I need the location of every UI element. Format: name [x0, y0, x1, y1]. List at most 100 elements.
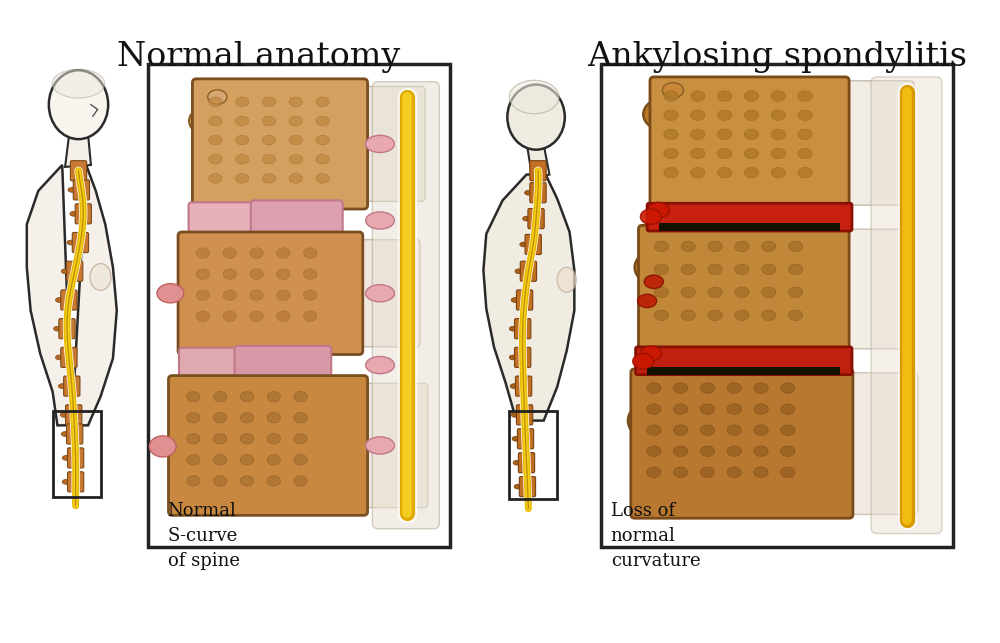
Ellipse shape	[49, 70, 108, 139]
FancyBboxPatch shape	[235, 346, 331, 385]
Ellipse shape	[250, 248, 263, 258]
Ellipse shape	[727, 467, 741, 478]
Ellipse shape	[781, 383, 795, 394]
Ellipse shape	[762, 310, 776, 321]
FancyBboxPatch shape	[515, 347, 531, 367]
Ellipse shape	[262, 135, 276, 145]
FancyBboxPatch shape	[67, 448, 84, 468]
FancyBboxPatch shape	[251, 201, 343, 240]
FancyBboxPatch shape	[67, 472, 84, 492]
FancyBboxPatch shape	[647, 203, 852, 231]
FancyBboxPatch shape	[61, 290, 77, 310]
Ellipse shape	[727, 425, 741, 435]
Ellipse shape	[700, 425, 715, 435]
FancyBboxPatch shape	[650, 77, 849, 209]
Ellipse shape	[187, 433, 200, 444]
Polygon shape	[27, 165, 117, 426]
Ellipse shape	[366, 212, 394, 229]
Ellipse shape	[681, 310, 695, 321]
Ellipse shape	[250, 269, 263, 279]
Ellipse shape	[250, 311, 263, 322]
Bar	[148, 64, 450, 547]
Ellipse shape	[781, 425, 795, 435]
FancyBboxPatch shape	[515, 376, 532, 396]
FancyBboxPatch shape	[516, 405, 533, 425]
Ellipse shape	[240, 433, 254, 444]
Ellipse shape	[798, 91, 812, 102]
Ellipse shape	[187, 392, 200, 402]
Ellipse shape	[681, 264, 695, 275]
Ellipse shape	[294, 476, 307, 486]
Ellipse shape	[316, 135, 329, 145]
Ellipse shape	[187, 455, 200, 465]
FancyBboxPatch shape	[66, 405, 82, 425]
Ellipse shape	[68, 188, 76, 192]
Ellipse shape	[771, 110, 785, 120]
Ellipse shape	[708, 264, 722, 275]
Ellipse shape	[209, 154, 222, 164]
FancyBboxPatch shape	[61, 347, 77, 367]
Ellipse shape	[267, 412, 280, 423]
Ellipse shape	[754, 446, 768, 457]
FancyBboxPatch shape	[525, 235, 541, 255]
Ellipse shape	[798, 110, 812, 120]
Ellipse shape	[62, 480, 70, 484]
Ellipse shape	[289, 97, 302, 107]
Ellipse shape	[788, 264, 803, 275]
Ellipse shape	[509, 355, 517, 360]
Ellipse shape	[754, 404, 768, 414]
Ellipse shape	[240, 476, 254, 486]
Ellipse shape	[762, 287, 776, 298]
Ellipse shape	[691, 91, 705, 102]
Ellipse shape	[262, 174, 276, 183]
Ellipse shape	[633, 354, 654, 369]
Ellipse shape	[294, 392, 307, 402]
Ellipse shape	[681, 241, 695, 251]
FancyBboxPatch shape	[516, 290, 533, 310]
FancyBboxPatch shape	[836, 81, 914, 205]
Ellipse shape	[673, 446, 688, 457]
Ellipse shape	[223, 248, 236, 258]
Ellipse shape	[664, 129, 678, 140]
FancyBboxPatch shape	[518, 453, 535, 473]
Ellipse shape	[303, 269, 317, 279]
Ellipse shape	[240, 412, 254, 423]
Ellipse shape	[209, 135, 222, 145]
Ellipse shape	[512, 437, 520, 441]
Ellipse shape	[262, 97, 276, 107]
Ellipse shape	[58, 384, 66, 388]
Ellipse shape	[647, 446, 661, 457]
Ellipse shape	[187, 476, 200, 486]
Ellipse shape	[640, 209, 661, 224]
Ellipse shape	[654, 310, 669, 321]
Ellipse shape	[717, 149, 732, 159]
Ellipse shape	[628, 401, 680, 440]
Ellipse shape	[513, 460, 521, 465]
Ellipse shape	[277, 248, 290, 258]
FancyBboxPatch shape	[179, 348, 247, 383]
Ellipse shape	[664, 149, 678, 159]
Ellipse shape	[186, 294, 226, 321]
Polygon shape	[527, 145, 549, 178]
FancyBboxPatch shape	[64, 376, 80, 396]
FancyBboxPatch shape	[355, 383, 428, 508]
Ellipse shape	[515, 269, 523, 274]
Ellipse shape	[640, 346, 661, 361]
Ellipse shape	[771, 91, 785, 102]
Ellipse shape	[289, 174, 302, 183]
Ellipse shape	[511, 412, 519, 417]
Ellipse shape	[735, 241, 749, 251]
Ellipse shape	[235, 116, 249, 126]
Ellipse shape	[634, 457, 680, 490]
Ellipse shape	[366, 135, 394, 152]
Ellipse shape	[754, 383, 768, 394]
FancyBboxPatch shape	[67, 424, 83, 444]
Ellipse shape	[771, 167, 785, 178]
FancyBboxPatch shape	[520, 261, 537, 281]
Ellipse shape	[673, 383, 688, 394]
Ellipse shape	[262, 154, 276, 164]
Ellipse shape	[762, 264, 776, 275]
Bar	[601, 64, 953, 547]
Ellipse shape	[507, 85, 565, 150]
FancyBboxPatch shape	[168, 376, 368, 515]
